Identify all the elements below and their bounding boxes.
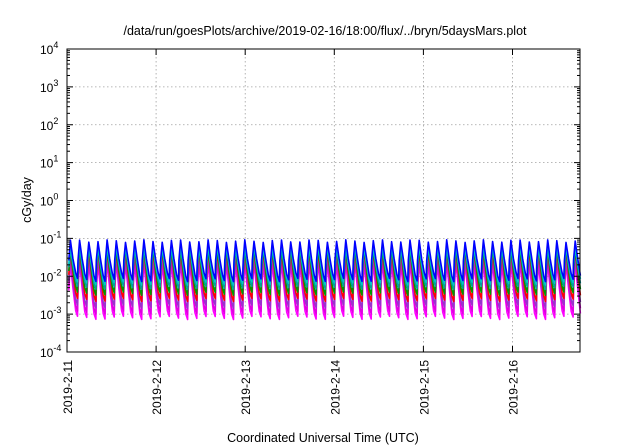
- y-tick-label: 101: [40, 154, 58, 171]
- series-line: [68, 239, 582, 283]
- x-tick-label: 2019-2-14: [328, 360, 342, 415]
- x-tick-label: 2019-2-16: [507, 360, 521, 415]
- x-axis-label: Coordinated Universal Time (UTC): [227, 431, 419, 445]
- chart-title: /data/run/goesPlots/archive/2019-02-16/1…: [123, 24, 527, 38]
- y-tick-labels: 10-4 10-3 10-2 10-1 100 101 102 103 104: [40, 40, 61, 360]
- x-tick-labels: 2019-2-11 2019-2-12 2019-2-13 2019-2-14 2019…: [61, 360, 521, 415]
- axis-ticks: [66, 48, 580, 353]
- y-tick-label: 100: [40, 192, 58, 209]
- x-tick-label: 2019-2-13: [239, 360, 253, 415]
- series-group: [68, 239, 582, 321]
- y-tick-label: 102: [40, 116, 58, 133]
- y-axis-label: cGy/day: [20, 176, 34, 223]
- y-tick-label: 104: [40, 40, 58, 57]
- y-tick-label: 10-3: [40, 305, 61, 322]
- y-tick-label: 103: [40, 78, 58, 95]
- x-tick-label: 2019-2-12: [150, 360, 164, 415]
- x-tick-label: 2019-2-15: [417, 360, 431, 415]
- y-tick-label: 10-1: [40, 229, 61, 246]
- y-tick-label: 10-4: [40, 343, 61, 360]
- x-tick-label: 2019-2-11: [61, 360, 75, 414]
- y-tick-label: 10-2: [40, 267, 61, 284]
